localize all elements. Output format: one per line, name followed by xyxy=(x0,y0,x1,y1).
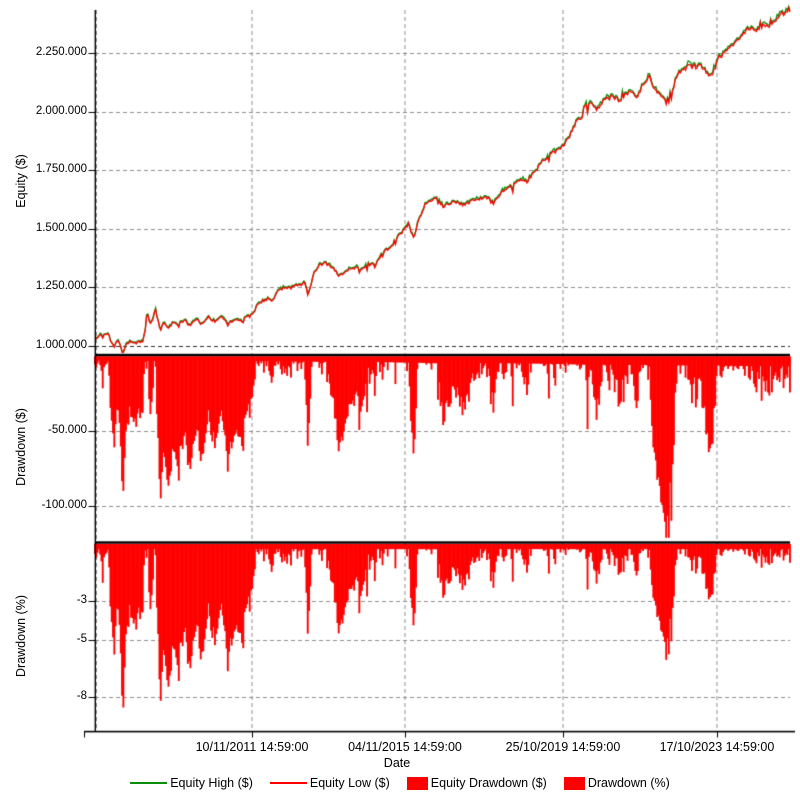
y-tick-label: 1.750.000 xyxy=(35,163,87,175)
drawdown-dollar-axis-title: Drawdown ($) xyxy=(14,408,28,486)
equity-high-line-swatch-icon xyxy=(130,782,168,784)
x-tick-label: 04/11/2015 14:59:00 xyxy=(348,740,462,754)
y-tick-label: 2.250.000 xyxy=(35,46,87,58)
x-tick-label: 10/11/2011 14:59:00 xyxy=(195,740,309,754)
y-tick-label: 1.000.000 xyxy=(35,338,87,351)
y-tick-label: 1.250.000 xyxy=(35,280,87,292)
y-tick-label: -50.000 xyxy=(47,424,87,436)
y-tick-label: 1.500.000 xyxy=(35,221,87,234)
legend-label: Equity Drawdown ($) xyxy=(430,776,547,790)
legend-label: Equity Low ($) xyxy=(309,776,390,790)
equity-low-line-swatch-icon xyxy=(269,782,307,784)
legend-item-equity-low: Equity Low ($) xyxy=(269,776,390,790)
equity-drawdown-box-swatch-icon xyxy=(406,776,428,790)
x-tick-label: 17/10/2023 14:59:00 xyxy=(659,740,775,754)
legend-item-drawdown-pct: Drawdown (%) xyxy=(563,776,670,790)
date-axis-title: Date xyxy=(383,756,411,770)
y-tick-label: -8 xyxy=(76,689,87,702)
y-tick-label: -5 xyxy=(76,632,87,645)
legend-item-equity-drawdown: Equity Drawdown ($) xyxy=(406,776,547,790)
legend-label: Drawdown (%) xyxy=(587,776,670,790)
legend-label: Equity High ($) xyxy=(170,776,253,790)
y-tick-label: -100.000 xyxy=(41,498,87,511)
drawdown-pct-box-swatch-icon xyxy=(563,776,585,790)
y-tick-label: -3 xyxy=(76,594,87,607)
legend: Equity High ($) Equity Low ($) Equity Dr… xyxy=(0,776,800,790)
y-tick-label: 2.000.000 xyxy=(35,104,87,117)
legend-item-equity-high: Equity High ($) xyxy=(130,776,253,790)
x-tick-label: 25/10/2019 14:59:00 xyxy=(505,740,621,754)
